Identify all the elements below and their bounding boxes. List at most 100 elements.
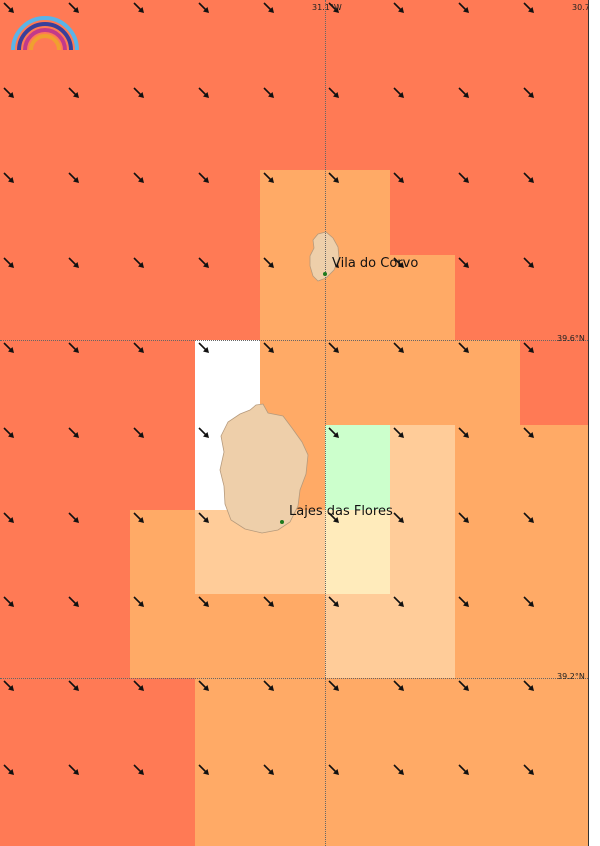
wind-arrow-icon [3,427,14,438]
grid-cell [325,0,390,85]
grid-cell [130,594,195,678]
wind-arrow-icon [198,764,209,775]
wind-arrow-icon [458,427,469,438]
wind-arrow-icon [198,2,209,13]
wind-arrow-icon [3,764,14,775]
grid-cell [0,678,65,762]
parallel-line [0,678,588,679]
wind-arrow-icon [393,87,404,98]
wind-arrow-icon [68,512,79,523]
wind-arrow-icon [523,512,534,523]
wind-arrow-icon [68,680,79,691]
wind-arrow-icon [198,257,209,268]
grid-cell [520,170,588,255]
wind-arrow-icon [198,342,209,353]
wind-arrow-icon [458,764,469,775]
wind-arrow-icon [133,257,144,268]
wind-arrow-icon [263,2,274,13]
grid-cell [195,678,260,762]
grid-cell [0,170,65,255]
grid-cell [520,425,588,510]
wind-arrow-icon [68,342,79,353]
wind-arrow-icon [458,596,469,607]
grid-cell [520,0,588,85]
wind-arrow-icon [393,172,404,183]
wind-arrow-icon [458,257,469,268]
wind-arrow-icon [133,596,144,607]
grid-cell [455,425,520,510]
grid-cell [455,170,520,255]
wind-arrow-icon [198,427,209,438]
grid-cell [325,340,390,425]
wind-arrow-icon [133,512,144,523]
grid-cell [390,678,455,762]
flores-island [219,403,309,534]
wind-arrow-icon [3,87,14,98]
wind-arrow-icon [458,680,469,691]
wind-arrow-icon [523,87,534,98]
wind-arrow-icon [68,172,79,183]
grid-cell [260,594,325,678]
wind-arrow-icon [198,596,209,607]
wind-arrow-icon [328,87,339,98]
grid-cell [0,255,65,340]
parallel-line [0,340,588,341]
grid-cell [130,510,195,594]
wind-arrow-icon [68,596,79,607]
grid-cell [130,340,195,425]
rainbow-logo-icon [11,16,79,51]
wind-arrow-icon [68,257,79,268]
wind-arrow-icon [523,764,534,775]
wind-arrow-icon [68,427,79,438]
wind-arrow-icon [393,764,404,775]
wind-arrow-icon [328,427,339,438]
wind-arrow-icon [393,257,404,268]
wind-arrow-icon [328,172,339,183]
wind-arrow-icon [3,342,14,353]
town-dot-vila-do-corvo[interactable] [323,272,327,276]
grid-cell [390,594,455,678]
wind-arrow-icon [458,172,469,183]
grid-cell [130,678,195,762]
grid-cell [260,85,325,170]
grid-cell [325,170,390,255]
wind-arrow-icon [198,87,209,98]
grid-cell [260,678,325,762]
wind-arrow-icon [68,2,79,13]
longitude-label-31-1w: 31.1°W [312,3,342,12]
grid-cell [325,594,390,678]
grid-cell [455,594,520,678]
grid-cell [130,0,195,85]
wind-arrow-icon [133,342,144,353]
grid-cell [325,85,390,170]
wind-arrow-icon [328,342,339,353]
grid-cell [65,510,130,594]
grid-cell [130,762,195,846]
wind-arrow-icon [3,172,14,183]
wind-arrow-icon [3,512,14,523]
wind-arrow-icon [328,680,339,691]
grid-cell [195,255,260,340]
grid-cell [0,85,65,170]
grid-cell [325,678,390,762]
grid-cell [390,425,455,510]
wind-arrow-icon [393,596,404,607]
grid-cell [130,170,195,255]
grid-cell [260,762,325,846]
wind-arrow-icon [133,764,144,775]
grid-cell [195,170,260,255]
grid-cell [0,340,65,425]
grid-cell [195,85,260,170]
grid-cell [65,170,130,255]
wind-arrow-icon [523,680,534,691]
wind-arrow-icon [393,512,404,523]
town-dot-lajes-das-flores[interactable] [280,520,284,524]
wind-arrow-icon [3,680,14,691]
wind-arrow-icon [133,87,144,98]
grid-cell [455,762,520,846]
wind-arrow-icon [328,512,339,523]
wind-arrow-icon [3,2,14,13]
grid-cell [520,85,588,170]
